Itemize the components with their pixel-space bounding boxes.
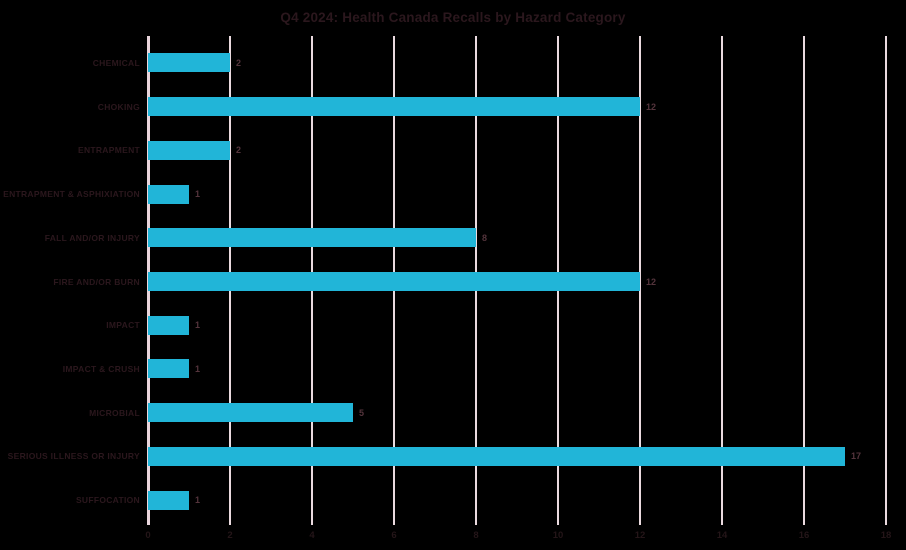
x-tick-label: 10 bbox=[552, 530, 564, 541]
category-label: FALL AND/OR INJURY bbox=[44, 232, 140, 243]
bar-value-label: 1 bbox=[195, 320, 201, 331]
category-label: ENTRAPMENT & ASPHIXIATION bbox=[3, 189, 140, 200]
category-label: CHEMICAL bbox=[92, 57, 140, 68]
bar bbox=[148, 140, 230, 160]
x-tick-label: 14 bbox=[716, 530, 728, 541]
bar bbox=[148, 97, 640, 117]
chart-title: Q4 2024: Health Canada Recalls by Hazard… bbox=[280, 10, 626, 25]
bar bbox=[148, 446, 845, 466]
bar bbox=[148, 184, 189, 204]
category-label: SERIOUS ILLNESS OR INJURY bbox=[7, 451, 140, 462]
bar-value-label: 2 bbox=[236, 57, 242, 68]
bar-value-label: 12 bbox=[646, 276, 657, 287]
x-tick-label: 8 bbox=[473, 530, 479, 541]
bar-value-label: 12 bbox=[646, 101, 657, 112]
bar-value-label: 2 bbox=[236, 145, 242, 156]
bar bbox=[148, 359, 189, 379]
bar-value-label: 1 bbox=[195, 363, 201, 374]
category-label: SUFFOCATION bbox=[75, 495, 140, 506]
gridline bbox=[885, 36, 887, 525]
gridline bbox=[803, 36, 805, 525]
category-label: CHOKING bbox=[97, 101, 140, 112]
bar bbox=[148, 53, 230, 73]
bar-value-label: 8 bbox=[482, 232, 488, 243]
x-tick-label: 18 bbox=[880, 530, 892, 541]
bar-value-label: 5 bbox=[359, 407, 365, 418]
bar bbox=[148, 403, 353, 423]
bar-value-label: 1 bbox=[195, 189, 201, 200]
bar bbox=[148, 228, 476, 248]
bar bbox=[148, 315, 189, 335]
x-tick-label: 4 bbox=[309, 530, 315, 541]
x-tick-label: 6 bbox=[391, 530, 397, 541]
category-label: IMPACT bbox=[106, 320, 140, 331]
category-label: MICROBIAL bbox=[89, 407, 140, 418]
x-tick-label: 2 bbox=[227, 530, 233, 541]
x-tick-label: 0 bbox=[145, 530, 151, 541]
gridline bbox=[639, 36, 641, 525]
bar bbox=[148, 490, 189, 510]
category-label: ENTRAPMENT bbox=[77, 145, 140, 156]
category-label: FIRE AND/OR BURN bbox=[53, 276, 140, 287]
gridline bbox=[721, 36, 723, 525]
x-tick-label: 12 bbox=[634, 530, 646, 541]
x-tick-label: 16 bbox=[798, 530, 810, 541]
bar bbox=[148, 272, 640, 291]
bar-value-label: 1 bbox=[195, 495, 201, 506]
category-label: IMPACT & CRUSH bbox=[62, 363, 140, 374]
bar-value-label: 17 bbox=[851, 451, 862, 462]
